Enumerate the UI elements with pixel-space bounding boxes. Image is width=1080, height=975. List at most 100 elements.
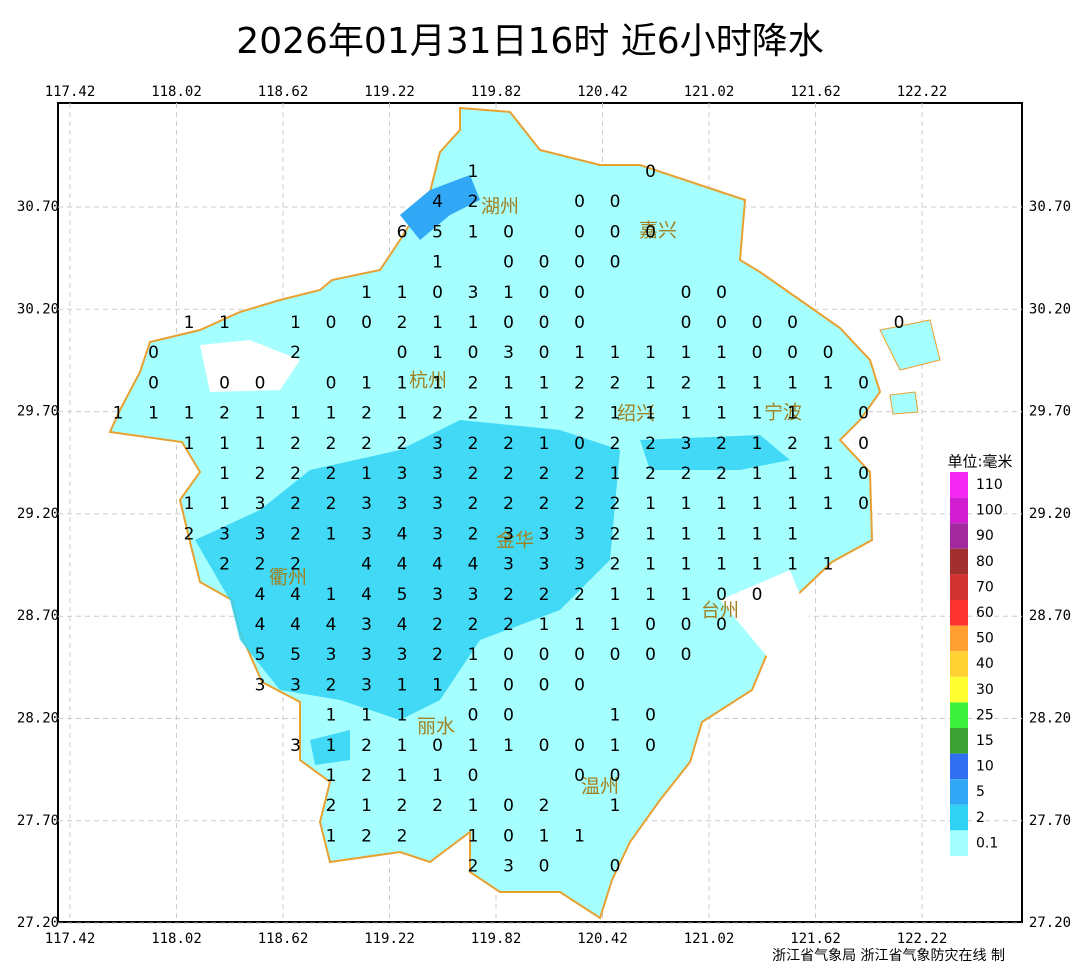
precip-value: 4 (290, 615, 301, 635)
precip-value: 1 (148, 404, 159, 424)
precip-value: 1 (468, 313, 479, 333)
legend-label: 0.1 (976, 835, 998, 851)
lat-tick-label: 28.20 (17, 711, 59, 727)
precip-value: 1 (681, 524, 692, 544)
precip-value: 1 (752, 555, 763, 575)
legend-swatch (950, 702, 968, 728)
lon-tick-label: 122.22 (897, 931, 948, 947)
precip-value: 0 (503, 826, 514, 846)
city-label: 金华 (496, 530, 534, 552)
precip-value: 1 (326, 404, 337, 424)
precip-value: 0 (752, 343, 763, 363)
city-label: 绍兴 (617, 403, 655, 425)
lon-tick-label: 118.02 (151, 84, 202, 100)
precip-value: 2 (574, 464, 585, 484)
precip-value: 3 (361, 675, 372, 695)
precip-value: 3 (432, 524, 443, 544)
legend-label: 60 (976, 605, 994, 621)
legend-swatch (950, 472, 968, 498)
precip-value: 2 (574, 373, 585, 393)
legend-swatch (950, 497, 968, 524)
precip-value: 1 (610, 706, 621, 726)
precip-value: 0 (539, 857, 550, 877)
precip-value: 3 (361, 615, 372, 635)
precip-value: 2 (468, 857, 479, 877)
lat-tick-label: 27.70 (1029, 813, 1071, 829)
lat-tick-label: 30.70 (17, 199, 59, 215)
lat-tick-label: 30.20 (17, 301, 59, 317)
lon-tick-label: 118.62 (258, 84, 309, 100)
precip-value: 1 (184, 494, 195, 514)
precip-value: 1 (432, 373, 443, 393)
precip-value: 1 (397, 706, 408, 726)
precip-value: 2 (361, 766, 372, 786)
precip-value: 0 (574, 222, 585, 242)
precip-value: 5 (290, 645, 301, 665)
lon-tick-label: 122.22 (897, 84, 948, 100)
precip-value: 0 (574, 434, 585, 454)
precip-value: 0 (645, 162, 656, 182)
lat-tick-label: 29.20 (17, 506, 59, 522)
precip-value: 4 (290, 585, 301, 605)
precip-value: 0 (716, 313, 727, 333)
precip-value: 2 (468, 192, 479, 212)
precip-value: 1 (432, 313, 443, 333)
precip-value: 2 (184, 524, 195, 544)
rain-2mm-area (640, 435, 790, 470)
legend-label: 10 (976, 759, 994, 775)
precip-value: 3 (290, 675, 301, 695)
lon-tick-label: 121.02 (684, 84, 735, 100)
legend-label: 90 (976, 528, 994, 544)
precip-value: 1 (716, 343, 727, 363)
precip-value: 0 (858, 404, 869, 424)
precip-value: 4 (326, 615, 337, 635)
precip-value: 1 (290, 313, 301, 333)
precip-value: 0 (574, 766, 585, 786)
precip-value: 0 (503, 253, 514, 273)
precip-value: 0 (255, 373, 266, 393)
precip-value: 2 (681, 464, 692, 484)
lon-tick-label: 119.22 (364, 931, 415, 947)
lon-tick-label: 120.42 (577, 84, 628, 100)
precip-value: 1 (610, 585, 621, 605)
precip-value: 1 (326, 736, 337, 756)
precip-value: 3 (397, 464, 408, 484)
precip-value: 0 (539, 675, 550, 695)
precip-value: 3 (503, 343, 514, 363)
labels: 湖州 嘉兴 杭州 绍兴 宁波 金华 衢州 台州 丽水 温州 (269, 196, 802, 798)
legend-swatch (950, 600, 968, 626)
precip-value: 1 (219, 434, 230, 454)
precip-value: 0 (752, 313, 763, 333)
precip-value: 1 (539, 826, 550, 846)
precip-value: 1 (432, 253, 443, 273)
precip-value: 2 (219, 404, 230, 424)
precip-value: 1 (539, 434, 550, 454)
legend-swatch (950, 830, 968, 856)
precip-value: 2 (397, 313, 408, 333)
precip-value: 3 (432, 464, 443, 484)
precip-value: 1 (716, 373, 727, 393)
precip-value: 2 (290, 434, 301, 454)
legend-label: 15 (976, 733, 994, 749)
legend-label: 40 (976, 656, 994, 672)
city-label: 台州 (701, 600, 739, 622)
precip-value: 0 (219, 373, 230, 393)
precip-value: 2 (468, 404, 479, 424)
legend-swatch (950, 523, 968, 549)
precip-value: 0 (610, 222, 621, 242)
lat-tick-label: 29.70 (1029, 404, 1071, 420)
precip-value: 3 (432, 494, 443, 514)
precip-value: 1 (326, 585, 337, 605)
legend-label: 50 (976, 631, 994, 647)
legend-label: 100 (976, 503, 1003, 519)
precip-value: 2 (610, 434, 621, 454)
lon-tick-label: 120.42 (577, 931, 628, 947)
precip-value: 1 (823, 464, 834, 484)
precip-value: 0 (361, 313, 372, 333)
white-area (200, 340, 300, 392)
precip-value: 2 (290, 343, 301, 363)
precip-value: 4 (255, 615, 266, 635)
precip-value: 3 (539, 555, 550, 575)
precip-value: 1 (681, 343, 692, 363)
precip-value: 2 (574, 494, 585, 514)
